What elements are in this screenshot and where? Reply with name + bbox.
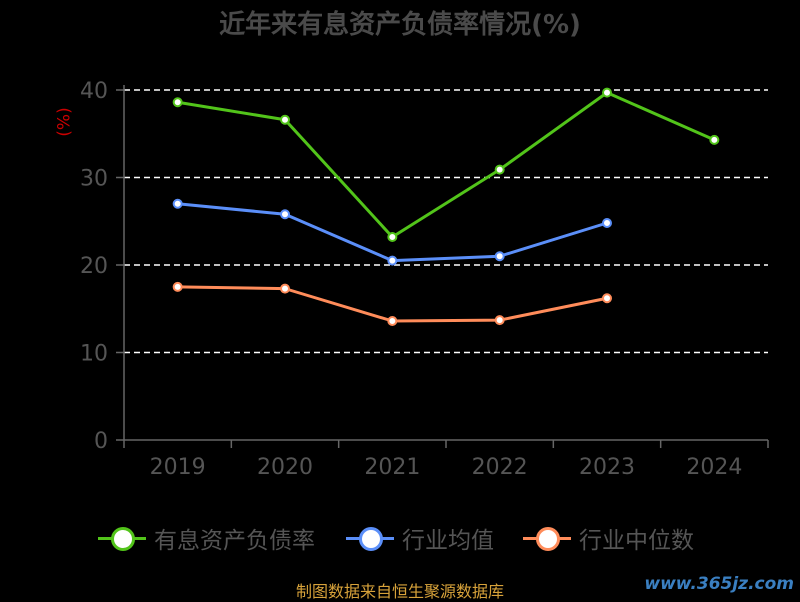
y-tick-label: 40 <box>80 79 108 104</box>
series-line-0 <box>177 91 715 239</box>
data-point <box>280 114 290 125</box>
data-point <box>494 251 505 262</box>
legend-item-series-2[interactable]: 行业中位数 <box>523 520 694 556</box>
data-point <box>387 316 398 326</box>
data-point <box>387 255 398 266</box>
data-point <box>172 281 183 292</box>
line-chart: 0 10 20 30 40 2019 2020 2021 2022 2023 2024 <box>80 79 769 480</box>
data-point <box>494 315 505 326</box>
data-point <box>172 97 183 108</box>
data-point <box>494 164 505 175</box>
data-point <box>709 134 720 145</box>
series-line-2 <box>177 285 608 323</box>
x-tick-label: 2020 <box>257 455 313 480</box>
y-tick-label: 10 <box>80 342 108 367</box>
data-source-note: 制图数据来自恒生聚源数据库 <box>295 582 504 601</box>
data-point <box>602 293 612 304</box>
legend: 有息资产负债率 行业均值 行业中位数 <box>0 520 800 556</box>
y-tick-label: 30 <box>80 167 108 192</box>
data-point <box>602 218 612 228</box>
data-point <box>172 198 183 209</box>
x-tick-label: 2021 <box>364 455 420 480</box>
x-tick-label: 2022 <box>472 455 528 480</box>
x-tick-label: 2024 <box>686 455 742 480</box>
data-point <box>387 232 398 242</box>
y-tick-label: 0 <box>94 429 108 454</box>
x-tick-label: 2019 <box>150 455 206 480</box>
x-tick-label: 2023 <box>579 455 635 480</box>
legend-label: 行业均值 <box>402 528 494 554</box>
legend-label: 行业中位数 <box>579 528 694 554</box>
legend-item-series-0[interactable]: 有息资产负债率 <box>98 520 315 556</box>
watermark: www.365jz.com <box>644 574 794 594</box>
legend-item-series-1[interactable]: 行业均值 <box>346 520 494 556</box>
data-point <box>602 87 612 98</box>
legend-label: 有息资产负债率 <box>154 528 315 554</box>
chart-title: 近年来有息资产负债率情况(%) <box>219 10 581 40</box>
data-point <box>280 209 290 220</box>
y-tick-label: 20 <box>80 254 108 279</box>
data-point <box>280 283 290 294</box>
